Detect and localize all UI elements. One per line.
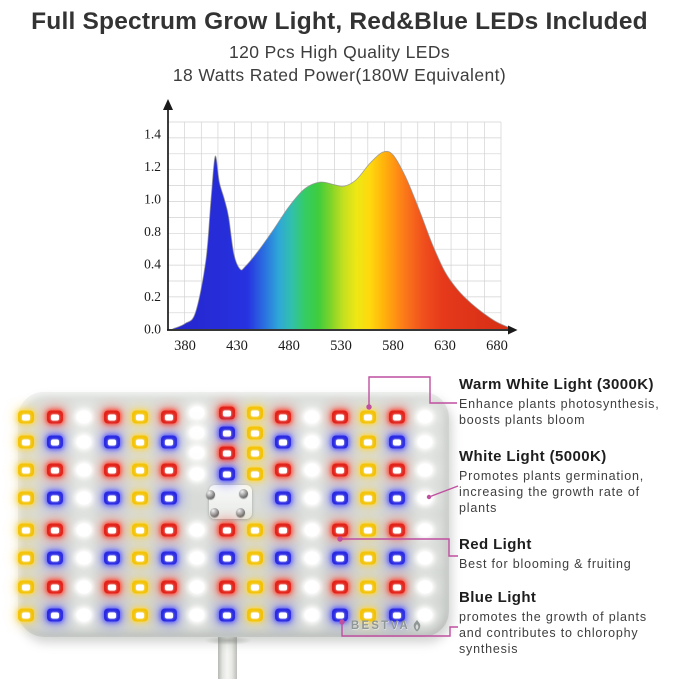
callout-line-text: Promotes plants germination,: [459, 469, 644, 483]
callout-title: Blue Light: [459, 589, 537, 606]
callout-line-text: increasing the growth rate of: [459, 485, 640, 500]
callout-title: White Light (5000K): [459, 448, 607, 465]
subtitle-power: 18 Watts Rated Power(180W Equivalent): [172, 65, 507, 86]
screw-icon: [239, 489, 248, 498]
svg-text:680: 680: [486, 338, 508, 354]
callout-white: White Light (5000K) Promotes plants germ…: [459, 448, 677, 517]
callout-line-text: Enhance plants photosynthesis,: [459, 397, 660, 411]
callout-blue: Blue Light promotes the growth of plants…: [459, 589, 677, 658]
svg-text:0.0: 0.0: [144, 322, 161, 337]
screw-icon: [210, 508, 219, 517]
screw-icon: [236, 508, 245, 517]
screw-icon: [206, 490, 215, 499]
light-stand-pole: [218, 636, 237, 679]
pole-shadow: [204, 636, 252, 645]
svg-text:380: 380: [174, 338, 196, 354]
callout-line-text: promotes the growth of plants: [459, 610, 647, 624]
svg-text:430: 430: [226, 338, 248, 354]
callout-title: Red Light: [459, 536, 532, 553]
callout-title: Warm White Light (3000K): [459, 376, 654, 393]
callout-line-text: and contributes to chlorophy: [459, 626, 639, 641]
subtitle-led-count: 120 Pcs High Quality LEDs: [228, 42, 451, 62]
flame-icon: [413, 620, 421, 632]
callout-line-text: synthesis: [459, 642, 519, 657]
callout-warm-white: Warm White Light (3000K) Enhance plants …: [459, 376, 677, 428]
brand-logo: BESTVA: [351, 620, 422, 632]
callout-line-text: plants: [459, 501, 498, 516]
svg-text:1.0: 1.0: [144, 192, 161, 207]
svg-text:530: 530: [330, 338, 352, 354]
svg-text:1.2: 1.2: [144, 159, 161, 174]
svg-text:1.4: 1.4: [144, 127, 161, 142]
callout-line-text: Best for blooming & fruiting: [459, 557, 632, 571]
svg-text:0.8: 0.8: [144, 224, 161, 239]
svg-text:630: 630: [434, 338, 456, 354]
callout-line-text: boosts plants bloom: [459, 413, 586, 428]
page-title: Full Spectrum Grow Light, Red&Blue LEDs …: [31, 8, 648, 35]
svg-text:0.4: 0.4: [144, 257, 161, 272]
callout-red: Red Light Best for blooming & fruiting: [459, 536, 677, 572]
svg-text:580: 580: [382, 338, 404, 354]
svg-text:480: 480: [278, 338, 300, 354]
header: Full Spectrum Grow Light, Red&Blue LEDs …: [0, 0, 679, 88]
brand-logo-text: BESTVA: [351, 620, 410, 632]
svg-text:0.2: 0.2: [144, 289, 161, 304]
